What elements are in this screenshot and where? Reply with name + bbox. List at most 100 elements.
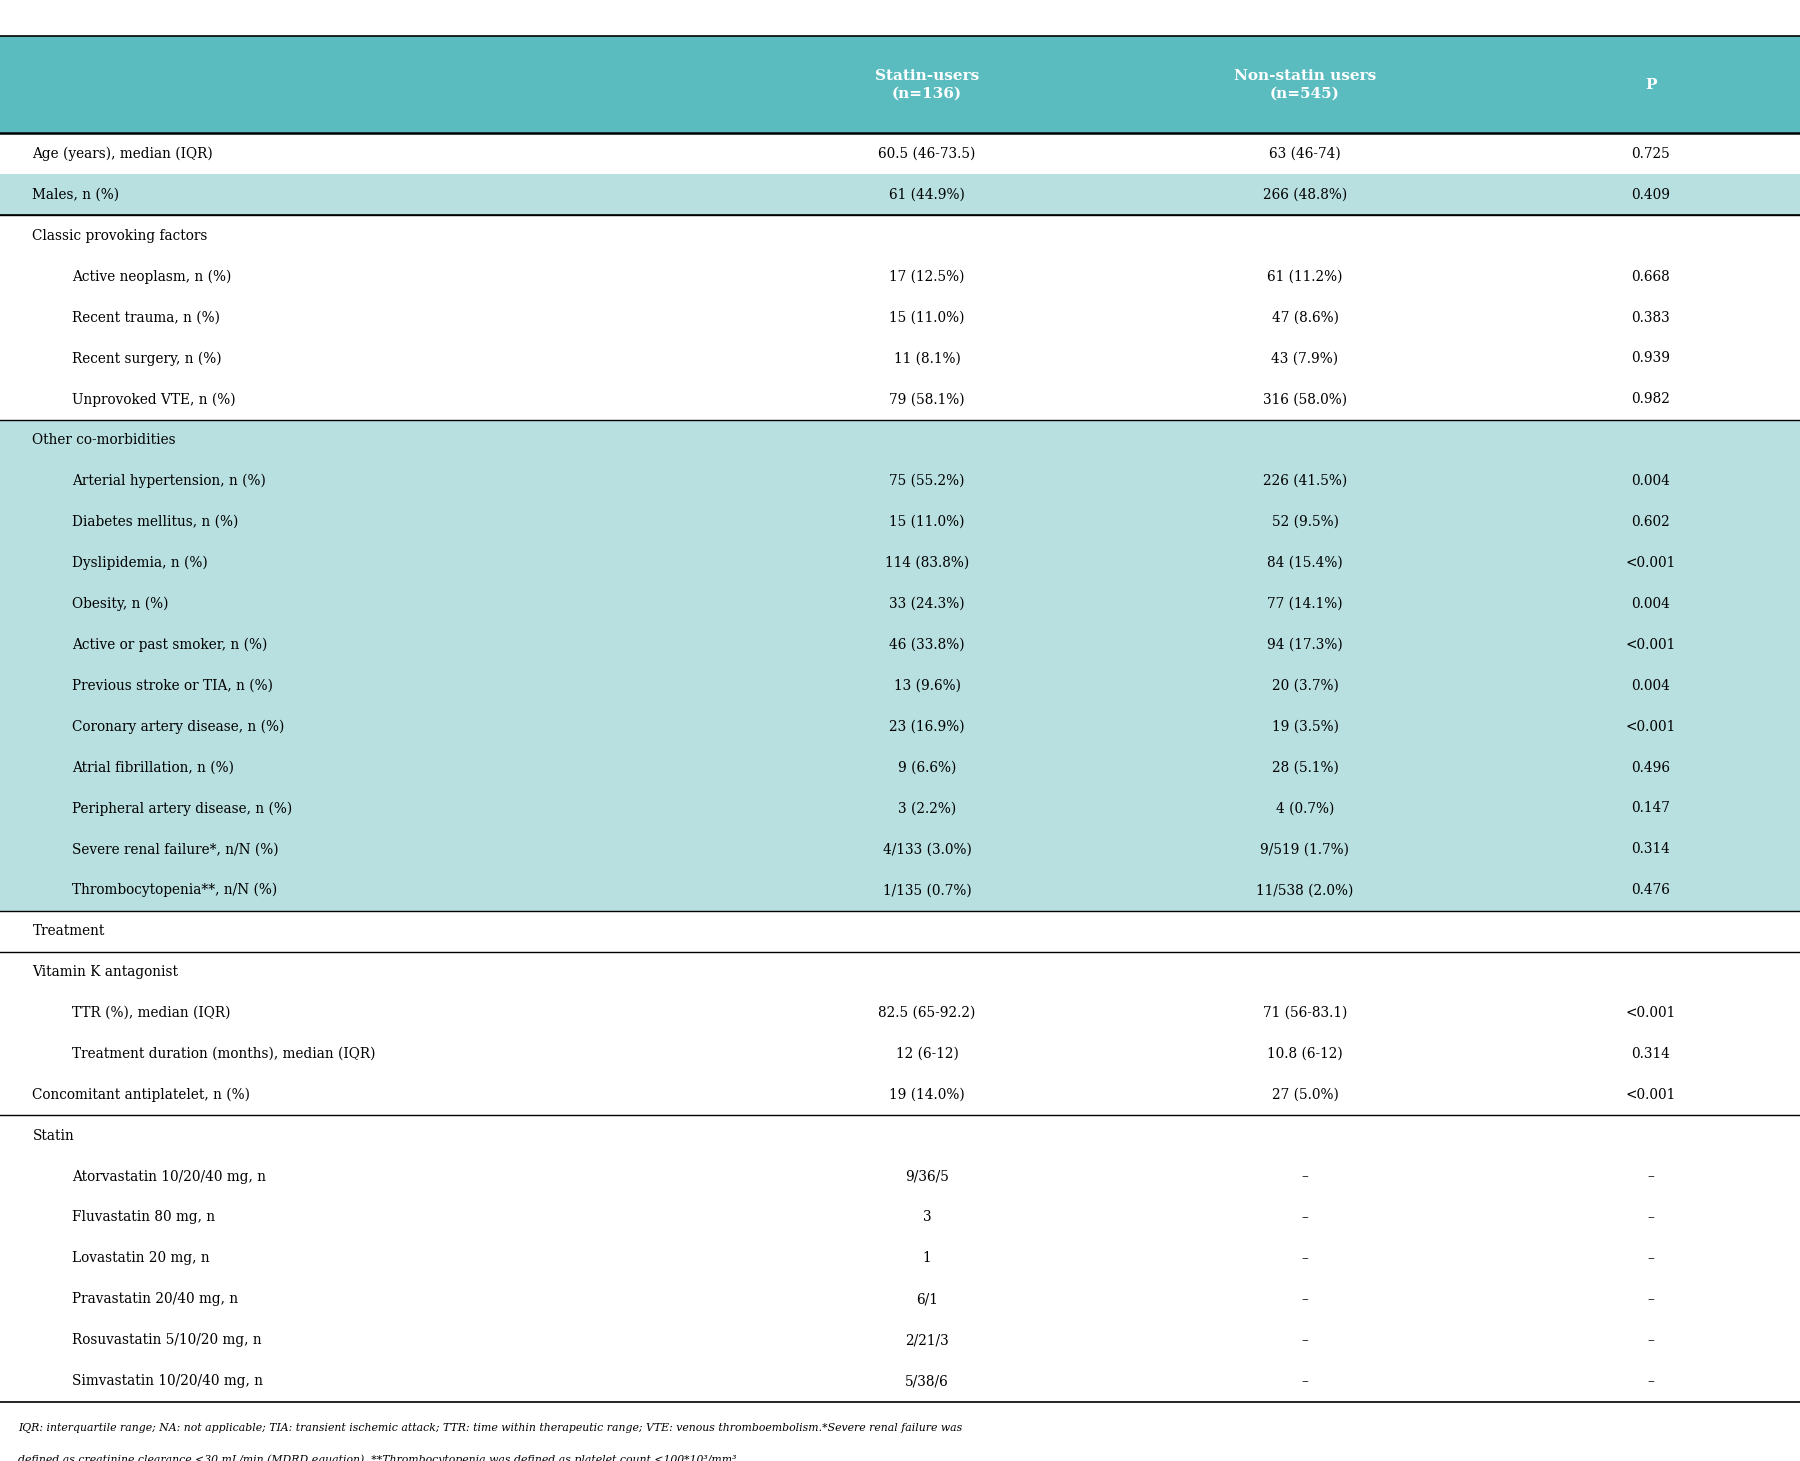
Text: Recent trauma, n (%): Recent trauma, n (%) xyxy=(72,311,220,324)
Bar xyxy=(0,133,1800,174)
Text: Coronary artery disease, n (%): Coronary artery disease, n (%) xyxy=(72,719,284,733)
Text: 6/1: 6/1 xyxy=(916,1293,938,1306)
Bar xyxy=(0,1115,1800,1156)
Text: 28 (5.1%): 28 (5.1%) xyxy=(1271,761,1339,774)
Text: 13 (9.6%): 13 (9.6%) xyxy=(893,679,961,693)
Text: 12 (6-12): 12 (6-12) xyxy=(896,1048,958,1061)
Text: –: – xyxy=(1301,1373,1309,1388)
Text: 11 (8.1%): 11 (8.1%) xyxy=(893,352,961,365)
Text: 20 (3.7%): 20 (3.7%) xyxy=(1271,679,1339,693)
Text: 61 (11.2%): 61 (11.2%) xyxy=(1267,270,1343,283)
Bar xyxy=(0,910,1800,951)
Bar xyxy=(0,297,1800,337)
Bar xyxy=(0,1074,1800,1115)
Bar xyxy=(0,787,1800,828)
Text: 79 (58.1%): 79 (58.1%) xyxy=(889,393,965,406)
Bar xyxy=(0,1237,1800,1278)
Text: Concomitant antiplatelet, n (%): Concomitant antiplatelet, n (%) xyxy=(32,1087,250,1102)
Bar xyxy=(0,583,1800,624)
Text: –: – xyxy=(1301,1293,1309,1306)
Text: –: – xyxy=(1301,1211,1309,1224)
Text: 47 (8.6%): 47 (8.6%) xyxy=(1271,311,1339,324)
Text: 71 (56-83.1): 71 (56-83.1) xyxy=(1264,1007,1346,1020)
Bar xyxy=(0,1278,1800,1319)
Text: Atorvastatin 10/20/40 mg, n: Atorvastatin 10/20/40 mg, n xyxy=(72,1170,266,1183)
Bar xyxy=(0,1360,1800,1401)
Bar xyxy=(0,869,1800,910)
Text: 15 (11.0%): 15 (11.0%) xyxy=(889,311,965,324)
Text: 75 (55.2%): 75 (55.2%) xyxy=(889,475,965,488)
Bar xyxy=(0,215,1800,256)
Bar xyxy=(0,1197,1800,1237)
Bar xyxy=(0,174,1800,215)
Text: Males, n (%): Males, n (%) xyxy=(32,188,119,202)
Text: Lovastatin 20 mg, n: Lovastatin 20 mg, n xyxy=(72,1252,209,1265)
Text: 43 (7.9%): 43 (7.9%) xyxy=(1271,352,1339,365)
Text: Arterial hypertension, n (%): Arterial hypertension, n (%) xyxy=(72,473,266,488)
Text: 77 (14.1%): 77 (14.1%) xyxy=(1267,598,1343,611)
Text: 61 (44.9%): 61 (44.9%) xyxy=(889,188,965,202)
Bar xyxy=(0,665,1800,706)
Bar xyxy=(0,256,1800,297)
Text: 0.476: 0.476 xyxy=(1631,884,1670,897)
Text: Other co-morbidities: Other co-morbidities xyxy=(32,434,176,447)
Text: 0.314: 0.314 xyxy=(1631,1048,1670,1061)
Bar xyxy=(0,624,1800,665)
Text: 0.725: 0.725 xyxy=(1631,148,1670,161)
Text: –: – xyxy=(1647,1373,1654,1388)
Text: 114 (83.8%): 114 (83.8%) xyxy=(886,557,968,570)
Text: Active neoplasm, n (%): Active neoplasm, n (%) xyxy=(72,269,232,283)
Text: <0.001: <0.001 xyxy=(1625,720,1676,733)
Text: <0.001: <0.001 xyxy=(1625,557,1676,570)
Text: Vitamin K antagonist: Vitamin K antagonist xyxy=(32,966,178,979)
Bar xyxy=(0,378,1800,419)
Bar xyxy=(0,706,1800,747)
Text: 63 (46-74): 63 (46-74) xyxy=(1269,148,1341,161)
Bar xyxy=(0,337,1800,378)
Text: 9/519 (1.7%): 9/519 (1.7%) xyxy=(1260,843,1350,856)
Text: Active or past smoker, n (%): Active or past smoker, n (%) xyxy=(72,637,268,652)
Text: –: – xyxy=(1647,1293,1654,1306)
Bar xyxy=(0,501,1800,542)
Text: 82.5 (65-92.2): 82.5 (65-92.2) xyxy=(878,1007,976,1020)
Text: Rosuvastatin 5/10/20 mg, n: Rosuvastatin 5/10/20 mg, n xyxy=(72,1334,261,1347)
Text: 0.383: 0.383 xyxy=(1631,311,1670,324)
Text: 4 (0.7%): 4 (0.7%) xyxy=(1276,802,1334,815)
Text: 3: 3 xyxy=(923,1211,931,1224)
Text: 0.602: 0.602 xyxy=(1631,516,1670,529)
Bar xyxy=(0,1156,1800,1197)
Text: Age (years), median (IQR): Age (years), median (IQR) xyxy=(32,146,212,161)
Bar xyxy=(0,747,1800,787)
Text: 0.004: 0.004 xyxy=(1631,679,1670,693)
Text: Unprovoked VTE, n (%): Unprovoked VTE, n (%) xyxy=(72,392,236,406)
Text: 23 (16.9%): 23 (16.9%) xyxy=(889,720,965,733)
Text: –: – xyxy=(1647,1170,1654,1183)
Text: 0.004: 0.004 xyxy=(1631,598,1670,611)
Text: <0.001: <0.001 xyxy=(1625,638,1676,652)
Text: 11/538 (2.0%): 11/538 (2.0%) xyxy=(1256,884,1354,897)
Bar xyxy=(0,828,1800,869)
Text: –: – xyxy=(1301,1252,1309,1265)
Text: P: P xyxy=(1645,77,1656,92)
Text: –: – xyxy=(1301,1334,1309,1347)
Text: Statin: Statin xyxy=(32,1129,74,1143)
Text: 52 (9.5%): 52 (9.5%) xyxy=(1271,516,1339,529)
Text: Treatment duration (months), median (IQR): Treatment duration (months), median (IQR… xyxy=(72,1048,376,1061)
Text: 15 (11.0%): 15 (11.0%) xyxy=(889,516,965,529)
Text: 19 (14.0%): 19 (14.0%) xyxy=(889,1088,965,1102)
Text: 9 (6.6%): 9 (6.6%) xyxy=(898,761,956,774)
Text: 266 (48.8%): 266 (48.8%) xyxy=(1264,188,1346,202)
Text: Diabetes mellitus, n (%): Diabetes mellitus, n (%) xyxy=(72,516,238,529)
Text: 94 (17.3%): 94 (17.3%) xyxy=(1267,638,1343,652)
Text: 0.409: 0.409 xyxy=(1631,188,1670,202)
Text: 0.496: 0.496 xyxy=(1631,761,1670,774)
Text: Recent surgery, n (%): Recent surgery, n (%) xyxy=(72,351,221,365)
Text: 10.8 (6-12): 10.8 (6-12) xyxy=(1267,1048,1343,1061)
Text: TTR (%), median (IQR): TTR (%), median (IQR) xyxy=(72,1007,230,1020)
Text: Thrombocytopenia**, n/N (%): Thrombocytopenia**, n/N (%) xyxy=(72,882,277,897)
Text: 60.5 (46-73.5): 60.5 (46-73.5) xyxy=(878,148,976,161)
Bar xyxy=(0,37,1800,133)
Text: –: – xyxy=(1647,1211,1654,1224)
Text: Atrial fibrillation, n (%): Atrial fibrillation, n (%) xyxy=(72,761,234,774)
Text: Previous stroke or TIA, n (%): Previous stroke or TIA, n (%) xyxy=(72,679,274,693)
